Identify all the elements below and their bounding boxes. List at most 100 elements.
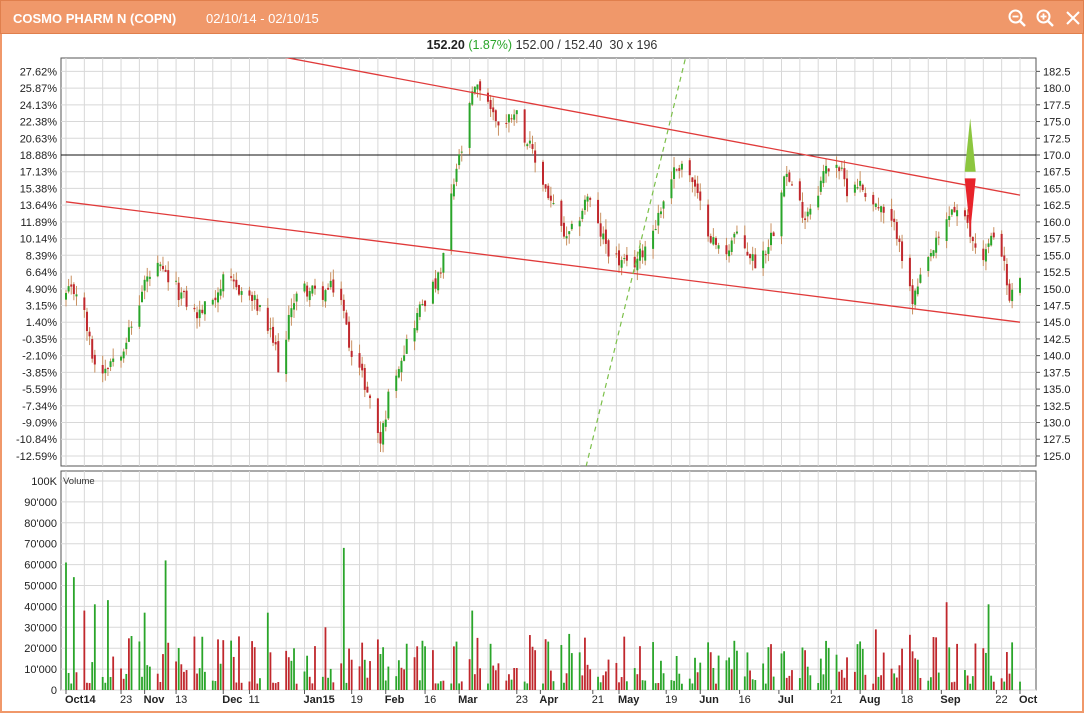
- percent-tick-label: -0.35%: [22, 334, 57, 346]
- volume-bar: [914, 658, 917, 690]
- candle-body: [982, 248, 985, 261]
- volume-bar: [91, 662, 94, 690]
- volume-bar: [990, 675, 993, 690]
- close-icon[interactable]: [1063, 8, 1083, 28]
- volume-bar: [736, 650, 738, 690]
- candle-body: [416, 313, 419, 331]
- volume-bar: [937, 672, 940, 690]
- signal-arrow-down-icon: [964, 178, 976, 232]
- percent-tick-label: 15.38%: [20, 183, 58, 195]
- candle-body: [272, 326, 275, 343]
- volume-bar: [895, 677, 898, 690]
- candle-body: [735, 231, 738, 234]
- zoom-in-icon[interactable]: [1035, 8, 1055, 28]
- candle-body: [277, 341, 280, 373]
- candle-body: [332, 279, 335, 293]
- volume-bar: [911, 651, 914, 690]
- volume-bar: [366, 677, 369, 690]
- volume-bar: [948, 647, 951, 690]
- channel-trendline: [65, 201, 1021, 323]
- volume-bar: [544, 639, 547, 690]
- volume-bar: [342, 547, 345, 690]
- volume-bar: [691, 683, 694, 690]
- candle-body: [180, 292, 183, 299]
- percent-tick-label: -10.84%: [16, 434, 57, 446]
- zoom-out-icon[interactable]: [1007, 8, 1027, 28]
- volume-bar: [893, 673, 896, 690]
- candle-body: [350, 350, 353, 357]
- volume-bar: [306, 655, 309, 690]
- candle-body: [953, 206, 956, 213]
- volume-bar: [196, 673, 198, 690]
- candle-body: [507, 114, 510, 123]
- volume-bar: [1003, 681, 1006, 690]
- volume-bar: [251, 641, 253, 690]
- volume-bar: [874, 629, 877, 690]
- candle-body: [743, 235, 746, 249]
- candle-body: [935, 237, 938, 253]
- volume-bar: [859, 641, 862, 690]
- time-tick-label: 18: [901, 694, 913, 706]
- volume-bar: [146, 665, 149, 690]
- price-tick-label: 180.0: [1043, 83, 1071, 95]
- volume-bar: [505, 680, 508, 690]
- time-tick-label: Oct14: [65, 694, 96, 706]
- candle-body: [804, 218, 807, 220]
- volume-bar: [489, 643, 492, 690]
- percent-tick-label: -12.59%: [16, 451, 57, 463]
- volume-bar: [639, 646, 641, 690]
- volume-bar: [382, 647, 385, 690]
- volume-bar: [746, 652, 749, 690]
- volume-bar: [510, 679, 513, 690]
- percent-axis: 27.62% 25.87% 24.13% 22.38% 20.63% 18.88% 17.1…: [16, 66, 57, 463]
- volume-bar: [256, 683, 259, 690]
- volume-panel[interactable]: 100K 90'000 80'000 70'000 60'000 50'000 40'000…: [24, 470, 1037, 697]
- volume-bar: [772, 676, 775, 690]
- volume-tick-label: 100K: [31, 476, 57, 488]
- volume-bar: [128, 638, 130, 690]
- candle-body: [303, 283, 306, 292]
- volume-bar: [450, 683, 453, 690]
- candle-body: [230, 276, 233, 278]
- volume-bar: [175, 661, 177, 690]
- candle-body: [285, 339, 288, 375]
- candle-body: [203, 301, 206, 315]
- volume-bar: [526, 683, 529, 690]
- candle-body: [560, 200, 563, 226]
- candle-body: [937, 236, 940, 238]
- candle-body: [956, 210, 959, 217]
- candle-body: [70, 284, 73, 287]
- candle-body: [825, 165, 828, 174]
- volume-bar: [177, 647, 180, 690]
- volume-bar: [321, 676, 324, 690]
- volume-bar: [122, 678, 125, 690]
- candle-body: [749, 254, 752, 259]
- candle-body: [306, 285, 309, 297]
- candle-body: [253, 295, 256, 301]
- volume-bar: [715, 683, 717, 690]
- candle-body: [266, 307, 269, 331]
- candle-body: [542, 161, 544, 185]
- candle-body: [607, 240, 610, 257]
- candle-body: [201, 309, 204, 314]
- volume-bar: [985, 652, 987, 690]
- candle-body: [421, 304, 424, 306]
- volume-bar: [83, 610, 86, 690]
- volume-bar: [290, 660, 293, 690]
- volume-bar: [840, 669, 843, 690]
- volume-bar: [125, 673, 128, 690]
- price-panel[interactable]: 27.62% 25.87% 24.13% 22.38% 20.63% 18.88% 17.1…: [16, 51, 1071, 492]
- candle-body: [452, 184, 455, 197]
- bid-ask-size: 30 x 196: [609, 38, 658, 52]
- candle-body: [93, 354, 96, 365]
- volume-bar: [217, 639, 219, 690]
- volume-bar: [93, 604, 96, 690]
- candle-body: [1008, 283, 1011, 301]
- date-range: 02/10/14 - 02/10/15: [206, 11, 319, 26]
- volume-bar: [974, 643, 977, 690]
- candle-body: [568, 231, 571, 235]
- candle-body: [641, 250, 644, 258]
- volume-bar: [620, 677, 623, 690]
- candle-body: [662, 201, 665, 209]
- candle-body: [235, 279, 238, 288]
